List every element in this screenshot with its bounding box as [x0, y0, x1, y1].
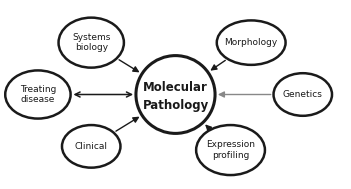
Text: Genetics: Genetics: [283, 90, 323, 99]
Ellipse shape: [196, 125, 265, 175]
Text: Expression
profiling: Expression profiling: [206, 140, 255, 160]
Text: Morphology: Morphology: [225, 38, 278, 47]
Ellipse shape: [59, 18, 124, 68]
Ellipse shape: [62, 125, 120, 168]
Text: Clinical: Clinical: [75, 142, 108, 151]
Text: Pathology: Pathology: [143, 99, 208, 112]
Text: Molecular: Molecular: [143, 81, 208, 94]
Ellipse shape: [273, 73, 332, 116]
Text: Systems
biology: Systems biology: [72, 33, 111, 52]
Ellipse shape: [5, 70, 71, 119]
Text: Treating
disease: Treating disease: [20, 85, 56, 104]
Ellipse shape: [136, 56, 215, 133]
Ellipse shape: [217, 20, 286, 65]
